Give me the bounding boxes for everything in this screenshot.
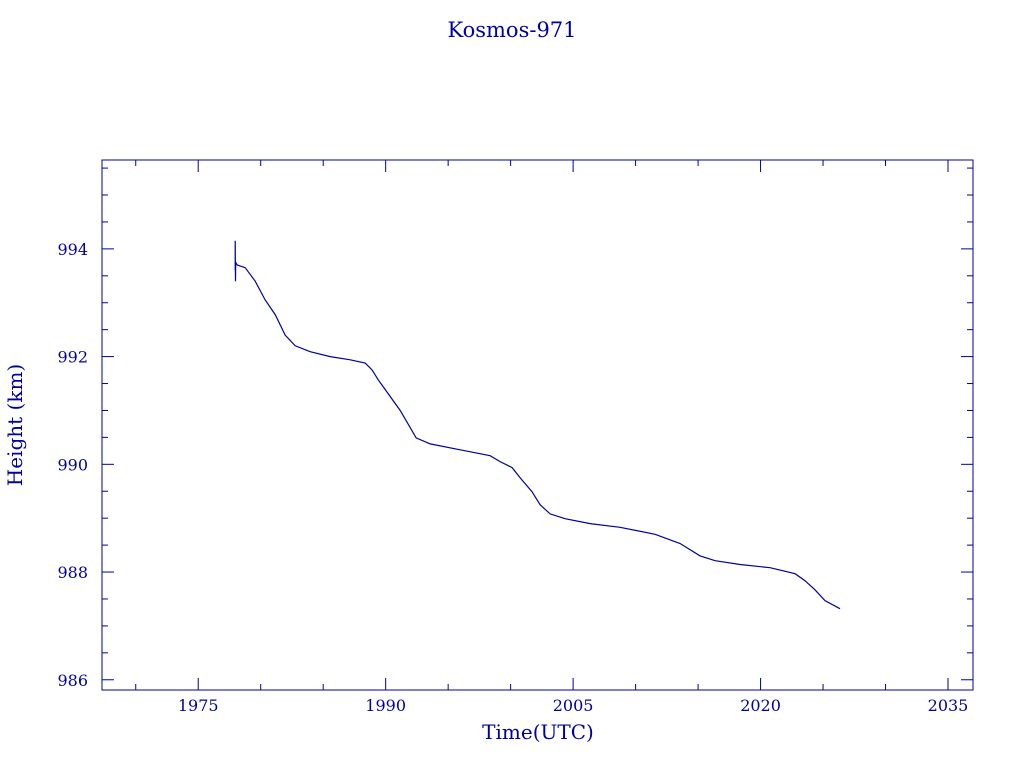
- y-tick-label: 990: [57, 455, 88, 474]
- y-tick-label: 994: [57, 240, 88, 259]
- chart-title: Kosmos-971: [447, 18, 576, 42]
- y-tick-label: 988: [57, 563, 88, 582]
- plot-frame: [101, 159, 974, 691]
- series-line: [234, 240, 841, 610]
- x-tick-label: 1975: [178, 696, 219, 715]
- x-axis-label: Time(UTC): [482, 720, 594, 744]
- y-axis-label: Height (km): [3, 364, 27, 486]
- x-tick-label: 1990: [365, 696, 406, 715]
- y-tick-label: 986: [57, 671, 88, 690]
- y-tick-label: 992: [57, 348, 88, 367]
- x-tick-label: 2005: [553, 696, 594, 715]
- x-tick-label: 2020: [740, 696, 781, 715]
- x-tick-label: 2035: [928, 696, 969, 715]
